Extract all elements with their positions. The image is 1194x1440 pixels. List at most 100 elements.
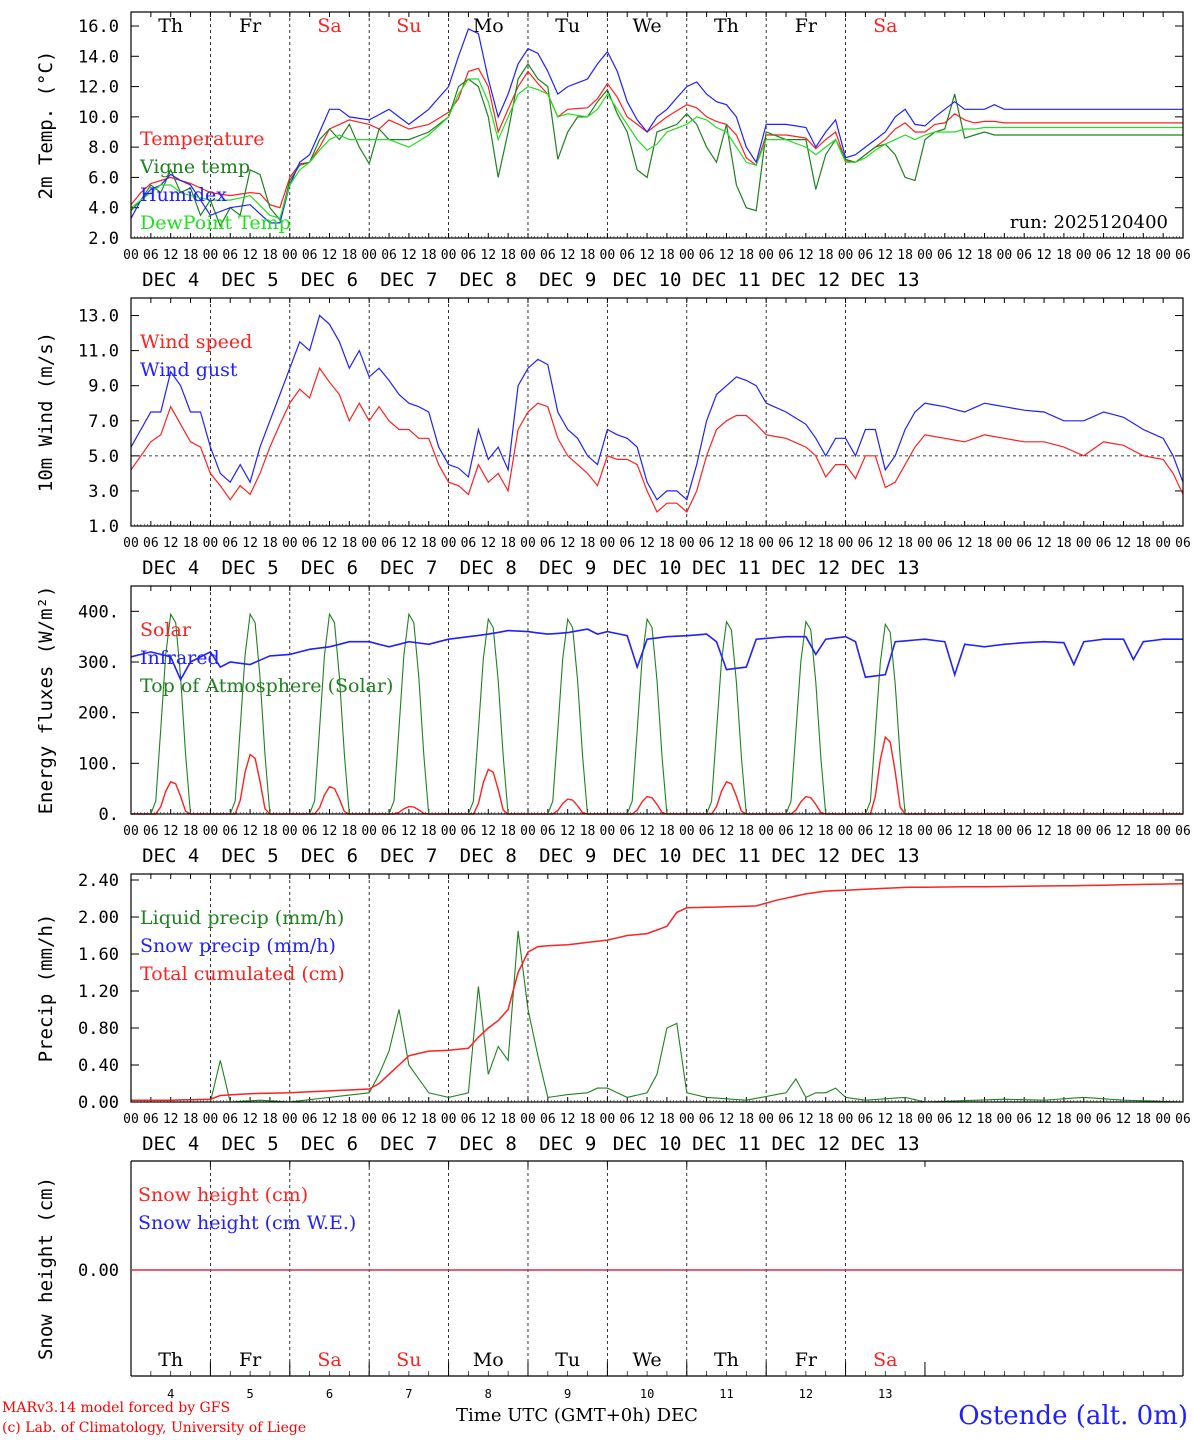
hour-tick-label: 18 bbox=[183, 824, 199, 839]
hour-tick-label: 00 bbox=[1155, 248, 1171, 263]
series-line-liquid-precip-mm-h- bbox=[131, 930, 1184, 1103]
hour-tick-label: 00 bbox=[282, 824, 298, 839]
hour-tick-label: 00 bbox=[600, 824, 616, 839]
hour-tick-label: 12 bbox=[163, 248, 179, 263]
day-label: DEC 10 bbox=[613, 269, 682, 291]
hour-tick-label: 00 bbox=[838, 824, 854, 839]
hour-tick-label: 18 bbox=[977, 824, 993, 839]
energy-panel: 0. 100. 200. 300. 400. Energy fluxes (W/m²) So… bbox=[35, 585, 1191, 867]
y-tick-label: 0.00 bbox=[78, 1093, 119, 1113]
hour-tick-label: 06 bbox=[143, 536, 159, 551]
y-tick-label: 0. bbox=[99, 805, 119, 825]
hour-tick-label: 12 bbox=[798, 248, 814, 263]
hour-tick-label: 06 bbox=[858, 1112, 874, 1127]
y-axis-label: Energy fluxes (W/m²) bbox=[35, 586, 57, 815]
hour-tick-label: 12 bbox=[719, 824, 735, 839]
hour-tick-label: 06 bbox=[1096, 1112, 1112, 1127]
hour-tick-label: 06 bbox=[1175, 536, 1191, 551]
hour-tick-label: 18 bbox=[818, 536, 834, 551]
hour-tick-label: 06 bbox=[699, 824, 715, 839]
hour-tick-label: 06 bbox=[699, 1112, 715, 1127]
series-line-toa-solar bbox=[131, 612, 1183, 815]
day-number-label: 6 bbox=[326, 1387, 333, 1401]
hour-tick-label: 12 bbox=[560, 824, 576, 839]
panel-frame bbox=[130, 11, 1184, 239]
hour-tick-label: 00 bbox=[600, 536, 616, 551]
weekday-label: We bbox=[632, 1349, 661, 1371]
hour-tick-label: 12 bbox=[957, 1112, 973, 1127]
y-tick-label: 1.20 bbox=[78, 982, 119, 1002]
day-label: DEC 7 bbox=[380, 269, 437, 291]
y-tick-label: 300. bbox=[78, 653, 119, 673]
weekday-label: Su bbox=[396, 1349, 421, 1371]
day-number-label: 8 bbox=[485, 1387, 492, 1401]
hour-tick-label: 06 bbox=[1016, 536, 1032, 551]
hour-tick-label: 00 bbox=[203, 248, 219, 263]
hour-tick-label: 06 bbox=[461, 248, 477, 263]
legend-entry: Total cumulated (cm) bbox=[140, 963, 345, 985]
y-tick-label: 200. bbox=[78, 704, 119, 724]
day-number-label: 12 bbox=[799, 1387, 813, 1401]
hour-tick-label: 06 bbox=[778, 248, 794, 263]
hour-tick-label: 00 bbox=[758, 1112, 774, 1127]
weekday-label: Sa bbox=[873, 15, 897, 37]
hour-tick-label: 12 bbox=[877, 1112, 893, 1127]
hour-tick-label: 06 bbox=[222, 536, 238, 551]
hour-tick-label: 06 bbox=[381, 248, 397, 263]
series-line-wind-gust bbox=[130, 314, 1184, 501]
y-axis-label: 10m Wind (m/s) bbox=[35, 332, 57, 492]
station-label: Ostende (alt. 0m) bbox=[958, 1401, 1188, 1431]
legend-entry: Top of Atmosphere (Solar) bbox=[140, 675, 393, 697]
hour-tick-label: 12 bbox=[719, 248, 735, 263]
hour-tick-label: 18 bbox=[580, 536, 596, 551]
hour-tick-label: 18 bbox=[977, 248, 993, 263]
y-tick-label: 400. bbox=[78, 602, 119, 622]
hour-tick-label: 00 bbox=[679, 536, 695, 551]
weekday-label: Mo bbox=[473, 15, 504, 37]
hour-tick-label: 12 bbox=[639, 536, 655, 551]
weekday-label: Mo bbox=[473, 1349, 504, 1371]
day-number-label: 5 bbox=[246, 1387, 253, 1401]
weekday-label: Fr bbox=[239, 1349, 262, 1371]
weekday-label: Sa bbox=[317, 15, 341, 37]
hour-tick-label: 00 bbox=[441, 1112, 457, 1127]
hour-tick-label: 18 bbox=[342, 536, 358, 551]
hour-tick-label: 00 bbox=[1155, 536, 1171, 551]
hour-tick-label: 00 bbox=[679, 248, 695, 263]
time-axis-label: Time UTC (GMT+0h) DEC bbox=[456, 1405, 698, 1426]
y-tick-label: 7.0 bbox=[88, 412, 119, 432]
day-label: DEC 6 bbox=[301, 1133, 358, 1155]
hour-tick-label: 00 bbox=[1155, 824, 1171, 839]
hour-tick-label: 00 bbox=[361, 1112, 377, 1127]
day-label: DEC 8 bbox=[460, 845, 517, 867]
day-label: DEC 5 bbox=[221, 845, 278, 867]
hour-tick-label: 06 bbox=[699, 248, 715, 263]
hour-tick-label: 18 bbox=[262, 248, 278, 263]
hour-tick-label: 06 bbox=[222, 824, 238, 839]
hour-tick-label: 00 bbox=[123, 248, 139, 263]
day-label: DEC 12 bbox=[772, 845, 841, 867]
y-tick-label: 2.0 bbox=[88, 229, 119, 249]
weekday-label: Fr bbox=[795, 15, 818, 37]
hour-tick-label: 00 bbox=[1155, 1112, 1171, 1127]
weekday-label: Th bbox=[158, 1349, 183, 1371]
day-label: DEC 9 bbox=[539, 845, 596, 867]
hour-tick-label: 18 bbox=[897, 1112, 913, 1127]
hour-tick-label: 00 bbox=[361, 824, 377, 839]
day-label: DEC 7 bbox=[380, 1133, 437, 1155]
hour-tick-label: 12 bbox=[1036, 248, 1052, 263]
y-tick-label: 3.0 bbox=[88, 482, 119, 502]
day-label: DEC 11 bbox=[692, 269, 761, 291]
y-tick-label: 9.0 bbox=[88, 377, 119, 397]
y-tick-label: 100. bbox=[78, 754, 119, 774]
y-tick-label: 0.00 bbox=[78, 1261, 119, 1281]
legend-entry: Liquid precip (mm/h) bbox=[140, 907, 344, 929]
hour-tick-label: 18 bbox=[183, 1112, 199, 1127]
hour-tick-label: 18 bbox=[580, 248, 596, 263]
hour-tick-label: 18 bbox=[500, 536, 516, 551]
hour-tick-label: 18 bbox=[1135, 1112, 1151, 1127]
day-label: DEC 6 bbox=[301, 269, 358, 291]
y-tick-label: 4.0 bbox=[88, 199, 119, 219]
day-label: DEC 9 bbox=[539, 557, 596, 579]
